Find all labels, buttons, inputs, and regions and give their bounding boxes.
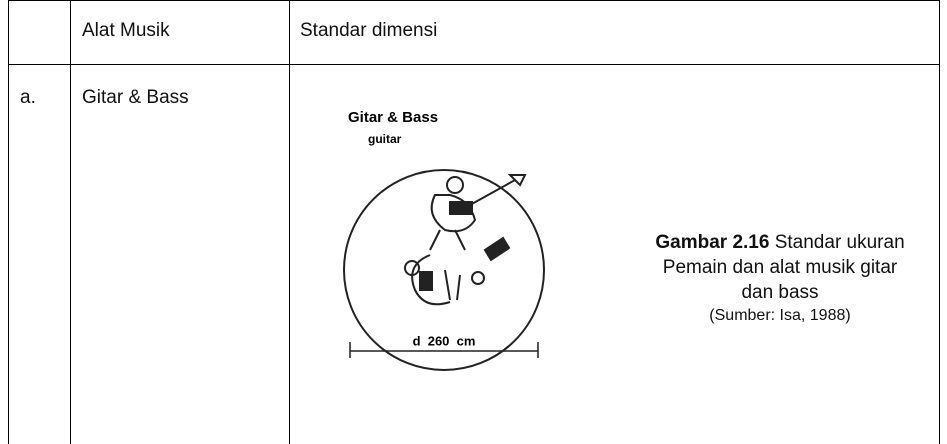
instrument-name: Gitar & Bass	[82, 87, 189, 108]
caption-text: Standar ukuran Pemain dan alat musik git…	[662, 232, 905, 303]
caption-source: (Sumber: Isa, 1988)	[709, 307, 851, 324]
table-border	[8, 64, 940, 65]
table-border	[289, 0, 290, 444]
figure-sublabel: guitar	[368, 132, 402, 146]
table-border	[70, 0, 71, 444]
figure-title: Gitar & Bass	[348, 110, 438, 126]
table-border	[8, 0, 9, 444]
musician-sketch	[404, 174, 527, 306]
figure-caption: Gambar 2.16 Standar ukuran Pemain dan al…	[650, 230, 910, 327]
dimension-label: d 260 cm	[413, 333, 476, 348]
area-circle	[343, 169, 545, 371]
header-cell: Standar dimensi	[300, 20, 438, 41]
table-border	[939, 0, 940, 444]
header-cell: Alat Musik	[82, 20, 170, 41]
figure-number: Gambar 2.16	[655, 232, 770, 253]
row-label: a.	[20, 87, 36, 108]
figure: Gitar & Bass guitar d 260 cm	[343, 110, 545, 371]
table-border	[8, 0, 940, 1]
